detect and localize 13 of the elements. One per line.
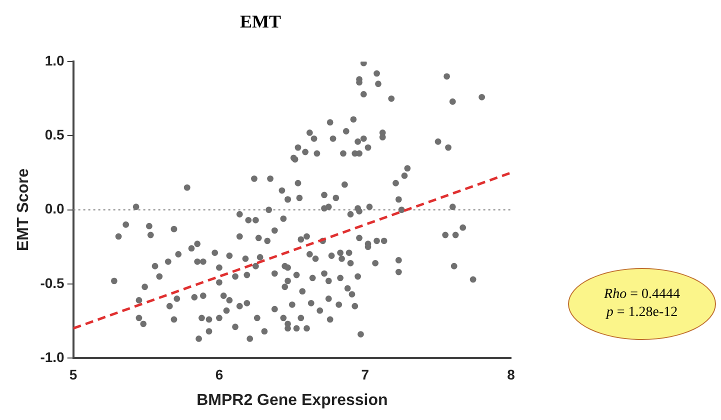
chart-title: EMT bbox=[240, 11, 282, 32]
x-tick-label: 7 bbox=[361, 366, 370, 382]
x-axis-title: BMPR2 Gene Expression bbox=[196, 392, 388, 409]
ellipse-callout: Rho = 0.4444 p = 1.28e-12 bbox=[568, 268, 716, 340]
x-tick-label: 5 bbox=[69, 366, 78, 382]
y-tick-label: 0.0 bbox=[44, 200, 65, 217]
y-tick-label: -0.5 bbox=[40, 274, 65, 291]
y-tick-label: -1.0 bbox=[40, 348, 65, 365]
x-tick-label: 6 bbox=[215, 366, 224, 382]
y-tick-label: 1.0 bbox=[44, 52, 65, 68]
y-axis-title: EMT Score bbox=[15, 168, 32, 252]
y-tick-label: 0.5 bbox=[44, 126, 65, 143]
x-tick-label: 8 bbox=[507, 366, 516, 382]
